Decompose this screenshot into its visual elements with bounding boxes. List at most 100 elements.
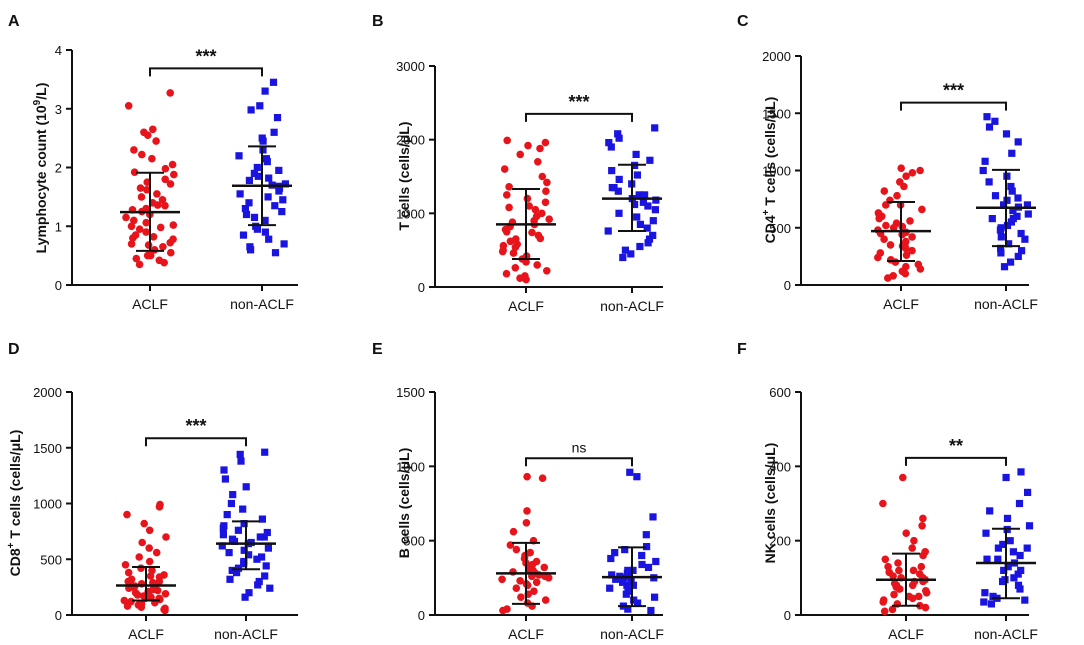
panel-b: B 0 1000 2000 3000 T cells (cells/μL) ACLF non-… [372,13,664,314]
data-point-non-aclf [983,555,991,563]
data-point-non-aclf [245,551,253,559]
data-point-non-aclf [626,468,634,476]
data-point-non-aclf [646,156,654,164]
y-tick-label: 1000 [396,459,425,474]
data-point-non-aclf [1008,187,1016,195]
data-point-non-aclf [226,575,234,583]
data-point-non-aclf [991,192,1000,200]
significance-label: *** [185,416,206,436]
data-point-non-aclf [220,466,228,474]
data-point-aclf [893,191,901,200]
data-point-aclf [503,191,511,199]
data-point-aclf [902,529,910,537]
data-point-non-aclf [1003,221,1012,230]
data-point-aclf [533,261,541,269]
data-point-aclf [512,545,521,554]
data-point-aclf [161,175,169,184]
data-point-non-aclf [219,524,227,532]
data-point-aclf [918,522,926,530]
data-point-aclf [879,499,887,508]
y-tick-label: 200 [769,534,791,549]
data-point-aclf [130,168,139,176]
panel-e: E 0 500 1000 1500 B cells (cells/μL) ACLF non-A… [372,341,664,642]
data-point-non-aclf [1009,548,1017,556]
data-point-aclf [889,572,897,580]
y-tick-label: 500 [769,221,791,236]
data-point-non-aclf [1021,596,1029,604]
data-point-aclf [142,228,150,236]
panel-letter: F [737,341,747,358]
data-point-aclf [166,180,175,188]
x-tick-label: non-ACLF [600,298,664,314]
significance-label: *** [195,46,216,66]
data-point-aclf [530,587,538,595]
data-point-non-aclf [652,557,660,566]
data-point-non-aclf [634,599,642,607]
data-point-non-aclf [1013,212,1021,220]
data-point-non-aclf [614,187,622,195]
data-point-non-aclf [1021,235,1029,243]
data-point-aclf [509,527,518,536]
data-point-aclf [895,566,903,575]
data-point-non-aclf [632,150,640,158]
data-point-non-aclf [265,235,273,243]
data-point-non-aclf [1002,473,1010,482]
data-point-aclf [516,150,524,159]
data-point-aclf [161,201,169,210]
x-tick-label: ACLF [132,296,168,312]
data-point-aclf [121,561,130,569]
y-axis-label: CD4+ T cells (cells/μL) [761,97,778,244]
data-point-non-aclf [985,178,993,186]
y-axis-label: B cells (cells/μL) [396,448,412,559]
data-point-non-aclf [219,531,227,539]
data-point-non-aclf [629,581,637,589]
data-point-non-aclf [622,590,630,598]
y-tick-label: 0 [784,608,791,623]
data-point-non-aclf [253,225,261,233]
data-point-non-aclf [258,553,266,561]
y-tick-label: 0 [418,608,425,623]
data-point-non-aclf [612,575,620,583]
data-point-aclf [874,253,882,262]
data-point-aclf [156,223,165,232]
data-point-non-aclf [1016,551,1024,560]
data-point-non-aclf [239,505,247,513]
data-point-non-aclf [261,572,269,580]
data-point-aclf [541,596,550,604]
significance-label: *** [568,92,589,112]
data-point-aclf [880,607,889,616]
data-point-non-aclf [230,537,239,545]
data-point-aclf [536,144,544,153]
data-point-aclf [145,557,154,566]
y-tick-label: 3 [55,102,62,117]
data-point-aclf [881,555,890,564]
data-point-non-aclf [1000,263,1009,271]
data-point-aclf [886,241,895,249]
y-tick-label: 2000 [762,49,791,64]
data-point-aclf [874,209,883,217]
data-point-non-aclf [633,473,641,481]
data-point-non-aclf [225,549,233,557]
data-point-non-aclf [271,202,279,210]
data-point-non-aclf [644,202,652,210]
data-point-aclf [523,472,531,481]
data-point-aclf [919,514,927,523]
data-point-non-aclf [259,137,267,145]
data-point-aclf [505,203,513,212]
data-point-non-aclf [1007,218,1015,226]
data-point-aclf [502,228,511,236]
data-point-aclf [884,274,892,282]
data-point-aclf [138,150,146,159]
data-point-non-aclf [1008,149,1016,157]
data-point-aclf [498,575,506,584]
data-point-aclf [509,249,518,257]
data-point-non-aclf [1005,240,1013,248]
data-point-non-aclf [275,166,283,174]
data-point-non-aclf [227,499,235,508]
data-point-aclf [538,172,547,181]
data-point-non-aclf [275,187,283,195]
data-point-aclf [516,577,524,585]
data-point-aclf [882,221,890,230]
data-point-aclf [921,603,930,612]
data-point-aclf [543,267,551,275]
